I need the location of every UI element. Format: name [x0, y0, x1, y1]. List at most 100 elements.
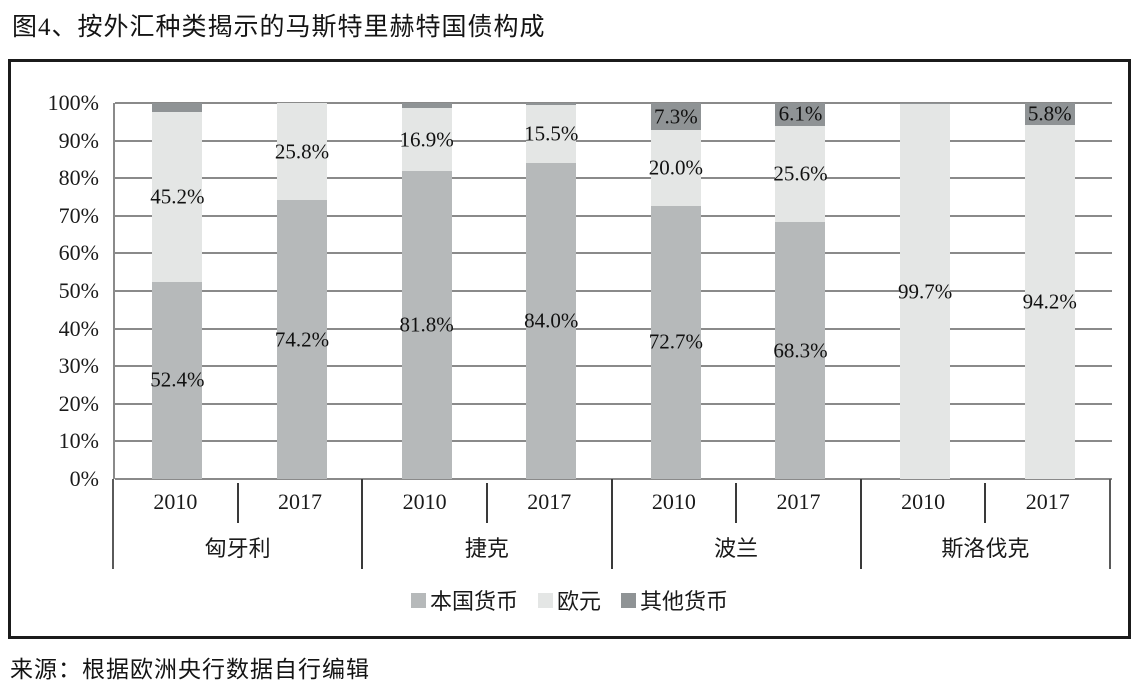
bar-segment-series-2: 7.3%	[650, 103, 701, 131]
y-axis: 100% 90% 80% 70% 60% 50% 40% 30% 20% 10% 0%	[11, 91, 107, 491]
bar-segment-series-1: 45.2%	[150, 112, 205, 282]
bar-segment-series-2: 6.1%	[775, 101, 826, 126]
x-axis-group-label: 斯洛伐克	[941, 535, 1030, 561]
bar-value-label: 7.3%	[653, 104, 698, 129]
gridline	[115, 402, 1112, 405]
bar-segment-series-1: 99.7%	[898, 104, 952, 479]
gridline	[115, 478, 1112, 480]
axis-year-separator	[735, 483, 738, 523]
bar-segment-series-2	[900, 103, 951, 105]
bar-value-label: 15.5%	[524, 121, 579, 146]
bar-slot: 72.7% 20.0% 7.3%	[614, 103, 739, 479]
bar-segment-series-2	[401, 103, 452, 108]
x-axis-year-label: 2010	[153, 488, 198, 514]
stacked-bar-匈牙利-2017: 74.2% 25.8%	[274, 103, 330, 479]
bar-slot: 84.0% 15.5%	[489, 103, 614, 479]
bar-value-label: 72.7%	[648, 329, 703, 354]
bar-segment-series-1: 94.2%	[1022, 124, 1077, 479]
axis-group-separator	[361, 479, 364, 569]
gridline	[115, 139, 1112, 142]
axis-edge-line	[1109, 479, 1111, 569]
bar-value-label: 25.8%	[274, 139, 330, 164]
bar-value-label: 68.3%	[773, 338, 828, 363]
legend-label: 本国货币	[429, 589, 518, 614]
x-axis-year-label: 2017	[776, 488, 821, 514]
x-axis-group-label: 波兰	[714, 535, 759, 561]
axis-edge-line	[112, 479, 114, 569]
legend-item: 欧元	[537, 584, 601, 616]
source-note: 来源：根据欧洲央行数据自行编辑	[10, 657, 370, 682]
bar-segment-series-0: 84.0%	[524, 163, 579, 479]
x-axis-group-tier: 匈牙利 捷克 波兰 斯洛伐克	[113, 524, 1110, 569]
axis-year-separator	[236, 483, 239, 523]
bar-slot: 68.3% 25.6% 6.1%	[738, 101, 863, 479]
x-axis-year-label: 2010	[901, 488, 946, 514]
y-axis-tick-label: 50%	[58, 278, 99, 303]
axis-group-separator	[610, 479, 613, 569]
bar-value-label: 16.9%	[399, 127, 454, 152]
bar-value-label: 20.0%	[648, 155, 703, 180]
plot-area: 52.4% 45.2% 74.2% 25.8% 81.8% 16.9% 84.0% 15.5%…	[113, 101, 1112, 480]
x-axis-year-label: 2010	[651, 488, 696, 514]
bar-segment-series-0: 81.8%	[399, 171, 454, 479]
x-axis-year-label: 2010	[402, 488, 447, 514]
gridline	[115, 177, 1112, 180]
bar-slot: 52.4% 45.2%	[115, 103, 240, 479]
bar-value-label: 6.1%	[778, 101, 823, 126]
y-axis-tick-label: 10%	[58, 428, 99, 454]
bar-segment-series-1: 25.6%	[773, 125, 828, 223]
x-axis-group-label: 捷克	[464, 535, 509, 561]
gridline	[115, 327, 1112, 330]
legend: 本国货币 欧元 其他货币	[11, 584, 1128, 616]
bar-value-label: 25.6%	[773, 161, 828, 186]
legend-item: 其他货币	[621, 584, 728, 616]
y-axis-tick-label: 20%	[58, 390, 99, 416]
y-axis-tick-label: 70%	[58, 202, 99, 228]
stacked-bar-波兰-2017: 68.3% 25.6% 6.1%	[773, 101, 828, 479]
bar-segment-series-0: 74.2%	[274, 200, 330, 479]
bar-slot: 99.7%	[863, 103, 988, 479]
bar-segment-series-1: 15.5%	[524, 104, 579, 164]
x-axis-year-tier: 2010 2017 2010 2017 2010 2017 2010 2017	[113, 479, 1110, 524]
gridline	[115, 102, 1112, 104]
stacked-bar-波兰-2010: 72.7% 20.0% 7.3%	[648, 103, 703, 479]
bar-value-label: 81.8%	[399, 312, 454, 337]
bar-value-label: 5.8%	[1027, 101, 1072, 126]
axis-group-separator	[859, 479, 862, 569]
bar-segment-series-1: 20.0%	[648, 130, 703, 206]
bars-layer: 52.4% 45.2% 74.2% 25.8% 81.8% 16.9% 84.0% 15.5%…	[115, 101, 1112, 479]
stacked-bar-捷克-2017: 84.0% 15.5%	[524, 103, 579, 479]
stacked-bar-匈牙利-2010: 52.4% 45.2%	[150, 103, 205, 479]
stacked-bar-斯洛伐克-2010: 99.7%	[898, 103, 952, 479]
y-axis-tick-label: 100%	[47, 90, 99, 115]
stacked-bar-斯洛伐克-2017: 94.2% 5.8%	[1022, 101, 1077, 479]
stacked-bar-捷克-2010: 81.8% 16.9%	[399, 103, 454, 479]
bar-value-label: 94.2%	[1022, 289, 1077, 314]
bar-value-label: 74.2%	[274, 327, 330, 351]
y-axis-tick-label: 90%	[58, 127, 99, 153]
bar-segment-series-2: 5.8%	[1024, 101, 1075, 126]
bar-segment-series-0: 68.3%	[773, 222, 828, 479]
chart-frame: 100% 90% 80% 70% 60% 50% 40% 30% 20% 10% 0% 52.4% 4…	[8, 59, 1131, 639]
legend-label: 欧元	[556, 589, 601, 614]
axis-year-separator	[485, 483, 488, 523]
bar-segment-series-0: 52.4%	[150, 281, 204, 479]
y-axis-tick-label: 0%	[69, 466, 99, 491]
gridline	[115, 440, 1112, 443]
bar-slot: 74.2% 25.8%	[240, 103, 365, 479]
x-axis: 2010 2017 2010 2017 2010 2017 2010 2017 匈牙利 捷克 波兰…	[112, 479, 1111, 569]
bar-segment-series-1: 16.9%	[399, 107, 454, 172]
legend-swatch-icon	[537, 592, 553, 608]
legend-swatch-icon	[410, 592, 426, 608]
bar-segment-series-1: 25.8%	[274, 103, 330, 201]
bar-value-label: 84.0%	[524, 308, 579, 333]
y-axis-tick-label: 30%	[58, 353, 99, 379]
bar-segment-series-0: 72.7%	[648, 205, 703, 479]
axis-year-separator	[984, 483, 987, 523]
bar-value-label: 45.2%	[150, 184, 205, 209]
gridline	[115, 365, 1112, 368]
legend-swatch-icon	[621, 592, 636, 608]
x-axis-year-label: 2017	[277, 488, 322, 514]
bar-slot: 94.2% 5.8%	[987, 101, 1112, 479]
bar-segment-series-2	[526, 103, 577, 105]
